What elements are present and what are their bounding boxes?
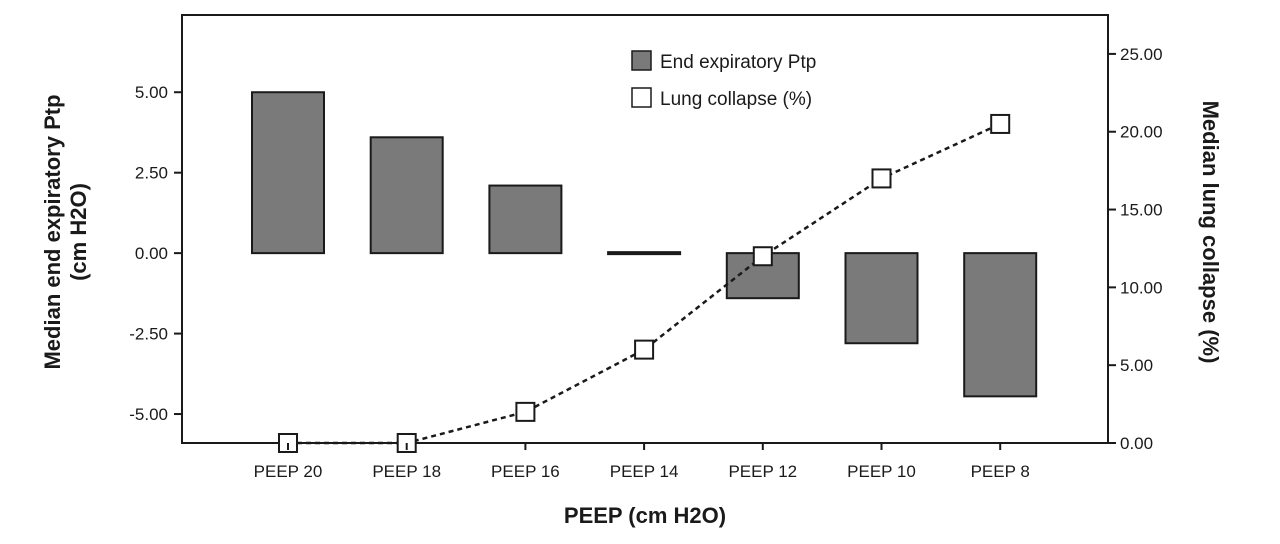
bar [488, 184, 563, 255]
legend-swatch-line [631, 87, 652, 108]
x-axis-ticks: PEEP 20 PEEP 18 PEEP 16 PEEP 14 PEEP 12 PEEP … [254, 443, 1030, 481]
x-tick-label: PEEP 10 [847, 462, 916, 481]
x-tick-label: PEEP 18 [372, 462, 441, 481]
collapse-marker [634, 339, 655, 360]
y2-axis-title: Median lung collapse (%) [1198, 101, 1223, 364]
collapse-marker [871, 168, 892, 189]
collapse-marker [515, 401, 536, 422]
right-axis-ticks: 25.00 20.00 15.00 10.00 5.00 0.00 [1108, 45, 1163, 453]
x-tick-label: PEEP 14 [610, 462, 679, 481]
left-axis-ticks: 5.00 2.50 0.00 -2.50 -5.00 [129, 83, 182, 424]
y2-tick-label: 25.00 [1120, 45, 1163, 64]
y-tick-label: -2.50 [129, 325, 168, 344]
bar [844, 252, 919, 345]
x-tick-label: PEEP 12 [728, 462, 797, 481]
x-axis-title: PEEP (cm H2O) [564, 503, 726, 528]
legend-label-bar: End expiratory Ptp [660, 52, 816, 73]
x-tick-label: PEEP 16 [491, 462, 560, 481]
bar [607, 251, 682, 256]
y2-tick-label: 5.00 [1120, 356, 1153, 375]
y2-tick-label: 15.00 [1120, 201, 1163, 220]
legend: End expiratory Ptp Lung collapse (%) [631, 50, 816, 110]
bar [251, 91, 325, 255]
y-axis-title-line2: (cm H2O) [66, 183, 91, 281]
bar [963, 252, 1038, 398]
legend-label-line: Lung collapse (%) [660, 89, 812, 110]
y-tick-label: -5.00 [129, 405, 168, 424]
legend-swatch-bar [631, 50, 652, 71]
bar [369, 136, 444, 255]
x-tick-label: PEEP 20 [254, 462, 323, 481]
collapse-marker [752, 246, 773, 267]
y2-tick-label: 20.00 [1120, 123, 1163, 142]
y-tick-label: 0.00 [135, 244, 168, 263]
bar-series [251, 91, 1038, 398]
collapse-marker [990, 113, 1011, 134]
x-tick-label: PEEP 8 [971, 462, 1030, 481]
y-tick-label: 2.50 [135, 164, 168, 183]
y-tick-label: 5.00 [135, 83, 168, 102]
y2-tick-label: 10.00 [1120, 278, 1163, 297]
y-axis-title-line1: Median end expiratory Ptp [40, 94, 65, 369]
y2-tick-label: 0.00 [1120, 434, 1153, 453]
